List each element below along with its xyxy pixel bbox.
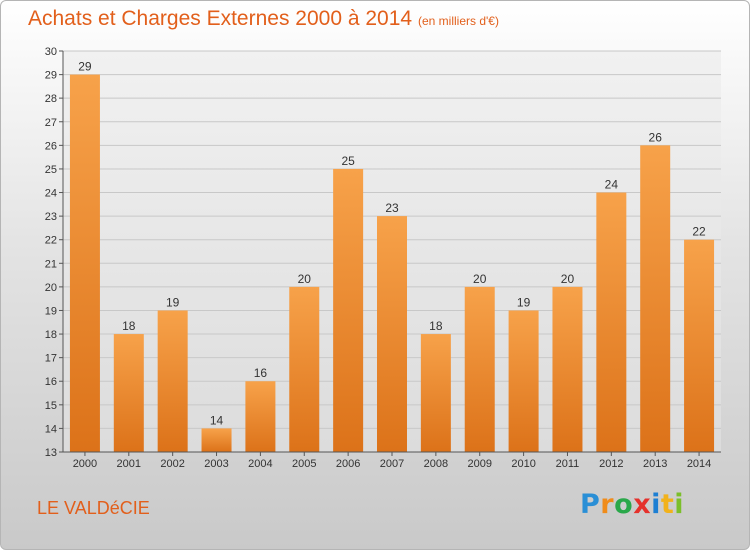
y-tick-label: 30 [45,46,57,58]
y-tick-label: 25 [45,164,57,176]
data-label: 20 [298,272,312,286]
x-tick-label: 2012 [599,458,623,470]
logo-letter: r [600,489,615,520]
bar-2011 [552,286,583,452]
y-tick-label: 14 [45,423,57,435]
data-label: 19 [517,295,531,309]
x-tick-label: 2013 [643,458,667,470]
y-tick-label: 18 [45,329,57,341]
y-tick-label: 23 [45,211,57,223]
logo-letter: P [580,489,601,520]
x-tick-label: 2008 [424,458,448,470]
proxiti-logo: Proxiti [580,489,684,520]
x-tick-label: 2003 [204,458,228,470]
x-tick-label: 2007 [380,458,404,470]
bar-2009 [464,286,495,452]
data-label: 22 [692,225,706,239]
bar-2003 [201,428,232,452]
bar-2004 [245,381,276,452]
data-label: 14 [210,413,224,427]
data-label: 29 [78,60,92,74]
bar-2001 [113,334,144,452]
x-tick-label: 2002 [160,458,184,470]
x-tick-label: 2010 [511,458,535,470]
x-tick-label: 2004 [248,458,272,470]
x-tick-label: 2009 [467,458,491,470]
y-tick-label: 13 [45,447,57,459]
data-label: 18 [429,319,443,333]
chart-title: Achats et Charges Externes 2000 à 2014 [28,7,413,30]
x-tick-label: 2014 [687,458,711,470]
y-tick-label: 27 [45,117,57,129]
y-tick-label: 29 [45,70,57,82]
data-label: 16 [254,366,268,380]
bar-2013 [640,145,671,452]
y-tick-label: 16 [45,376,57,388]
y-tick-label: 28 [45,93,57,105]
bar-2002 [157,310,188,452]
x-tick-label: 2000 [73,458,97,470]
data-label: 20 [473,272,487,286]
bar-2010 [508,310,539,452]
y-tick-label: 17 [45,353,57,365]
bar-2014 [684,239,715,452]
y-tick-label: 20 [45,282,57,294]
x-tick-label: 2005 [292,458,316,470]
bar-2000 [69,74,100,453]
y-tick-label: 19 [45,305,57,317]
y-tick-label: 21 [45,258,57,270]
logo-letter: o [614,489,634,520]
y-tick-label: 24 [45,188,57,200]
y-tick-label: 15 [45,400,57,412]
bar-2008 [420,334,451,452]
data-label: 26 [649,130,663,144]
commune-name: LE VALDéCIE [37,498,150,518]
logo-letter: t [660,489,675,520]
logo-letter: i [651,489,661,520]
bar-2007 [377,216,407,452]
y-tick-label: 26 [45,140,57,152]
logo-letter: i [674,489,685,520]
data-label: 19 [166,295,180,309]
bar-2005 [289,286,320,452]
data-label: 23 [385,201,399,215]
x-tick-label: 2006 [336,458,360,470]
bar-2012 [596,192,627,452]
bar-2006 [333,168,364,453]
x-tick-label: 2001 [117,458,141,470]
x-tick-label: 2011 [556,458,580,470]
data-label: 25 [341,154,355,168]
data-label: 18 [122,319,136,333]
y-tick-label: 22 [45,235,57,247]
data-label: 20 [561,272,575,286]
data-label: 24 [605,178,619,192]
chart-subtitle: (en milliers d'€) [418,14,499,28]
logo-letter: x [633,489,652,520]
